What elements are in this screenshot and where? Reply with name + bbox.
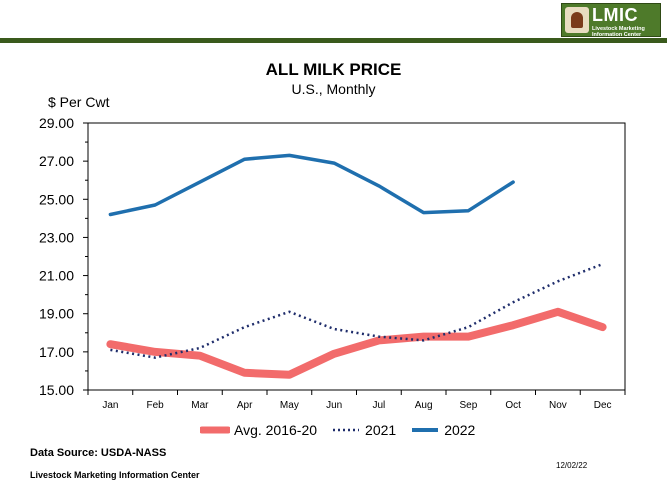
logo-text: LMIC <box>592 5 638 25</box>
y-axis-label: $ Per Cwt <box>48 94 110 110</box>
legend-label-2022: 2022 <box>444 422 476 438</box>
x-tick-label-dec: Dec <box>594 400 612 411</box>
logo-subtext-1: Livestock Marketing <box>592 26 645 32</box>
chart-subtitle: U.S., Monthly <box>291 81 376 97</box>
x-tick-label-aug: Aug <box>415 400 433 411</box>
cowboy-emblem-icon <box>565 7 589 33</box>
x-tick-label-jul: Jul <box>372 400 385 411</box>
legend-label-avg: Avg. 2016-20 <box>234 422 318 438</box>
legend-swatch-avg <box>200 426 230 434</box>
y-tick-label-4: 23.00 <box>39 229 74 245</box>
y-tick-label-7: 29.00 <box>39 115 74 131</box>
x-tick-label-jan: Jan <box>102 400 118 411</box>
y-tick-label-5: 25.00 <box>39 191 74 207</box>
y-tick-label-2: 19.00 <box>39 306 74 322</box>
legend-swatch-2022 <box>412 428 439 432</box>
x-tick-label-feb: Feb <box>147 400 165 411</box>
lmic-logo: LMIC Livestock Marketing Information Cen… <box>561 3 661 38</box>
logo-subtext-2: Information Center <box>592 32 642 38</box>
data-source: Data Source: USDA-NASS <box>30 447 167 459</box>
chart-legend: Avg. 2016-20 2021 2022 <box>200 420 489 440</box>
series-line-avg-2016-20 <box>106 307 607 379</box>
header-divider <box>0 38 667 43</box>
y-tick-label-1: 17.00 <box>39 344 74 360</box>
legend-item-2021: 2021 <box>331 422 396 438</box>
y-tick-label-0: 15.00 <box>39 382 74 398</box>
legend-swatch-2021 <box>333 428 360 432</box>
x-tick-label-jun: Jun <box>326 400 342 411</box>
x-tick-label-nov: Nov <box>549 400 567 411</box>
series-line-2022 <box>108 153 515 217</box>
legend-label-2021: 2021 <box>365 422 397 438</box>
y-tick-label-6: 27.00 <box>39 153 74 169</box>
legend-item-avg: Avg. 2016-20 <box>200 422 317 438</box>
y-tick-label-3: 21.00 <box>39 268 74 284</box>
x-tick-label-mar: Mar <box>191 400 209 411</box>
header-banner <box>0 0 667 40</box>
series-line-2021 <box>110 262 604 359</box>
publish-date: 12/02/22 <box>556 461 588 470</box>
x-tick-label-may: May <box>280 400 299 411</box>
legend-item-2022: 2022 <box>410 422 475 438</box>
x-tick-label-apr: Apr <box>237 400 253 411</box>
x-tick-label-sep: Sep <box>459 400 477 411</box>
chart-title: ALL MILK PRICE <box>265 60 402 79</box>
organization-name: Livestock Marketing Information Center <box>30 470 200 480</box>
x-tick-label-oct: Oct <box>505 400 521 411</box>
